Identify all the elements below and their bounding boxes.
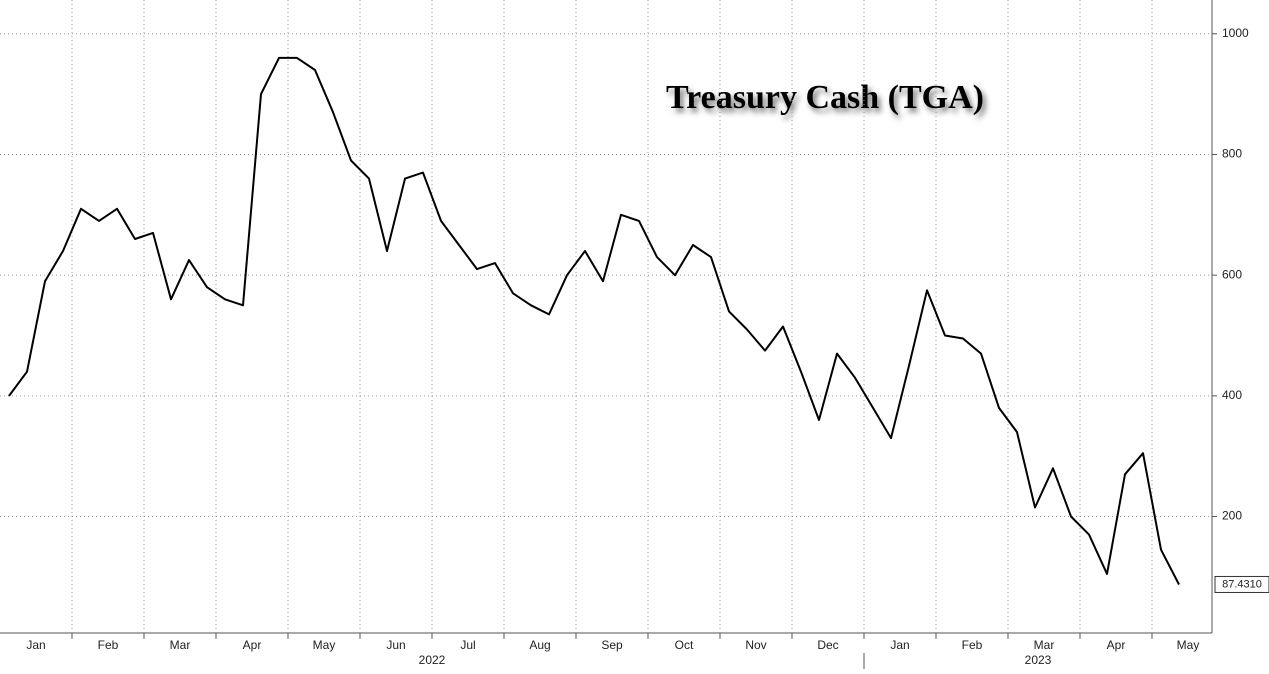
x-tick-label: Feb: [962, 638, 983, 652]
x-tick-label: May: [313, 638, 336, 652]
y-tick-label: 400: [1222, 388, 1242, 402]
x-tick-label: Aug: [529, 638, 550, 652]
x-tick-label: Sep: [601, 638, 623, 652]
x-tick-label: Nov: [745, 638, 766, 652]
year-label: 2023: [1025, 653, 1052, 667]
x-tick-label: Dec: [817, 638, 838, 652]
chart-title: Treasury Cash (TGA): [666, 79, 984, 116]
x-tick-label: Apr: [243, 638, 262, 652]
x-tick-label: Mar: [1034, 638, 1055, 652]
x-tick-label: May: [1177, 638, 1200, 652]
last-value-label: 87.4310: [1222, 578, 1262, 590]
x-tick-label: Apr: [1107, 638, 1126, 652]
y-tick-label: 1000: [1222, 26, 1249, 40]
year-label: 2022: [419, 653, 446, 667]
y-tick-label: 200: [1222, 509, 1242, 523]
x-tick-label: Jan: [890, 638, 909, 652]
last-value-box: [1214, 575, 1269, 593]
x-tick-label: Jul: [460, 638, 475, 652]
x-tick-label: Feb: [98, 638, 119, 652]
x-tick-label: Jun: [386, 638, 405, 652]
series-line: [8, 56, 1180, 585]
y-tick-label: 600: [1222, 267, 1242, 281]
x-tick-label: Oct: [675, 638, 694, 652]
x-tick-label: Mar: [170, 638, 191, 652]
x-tick-label: Jan: [26, 638, 45, 652]
y-tick-label: 800: [1222, 147, 1242, 161]
